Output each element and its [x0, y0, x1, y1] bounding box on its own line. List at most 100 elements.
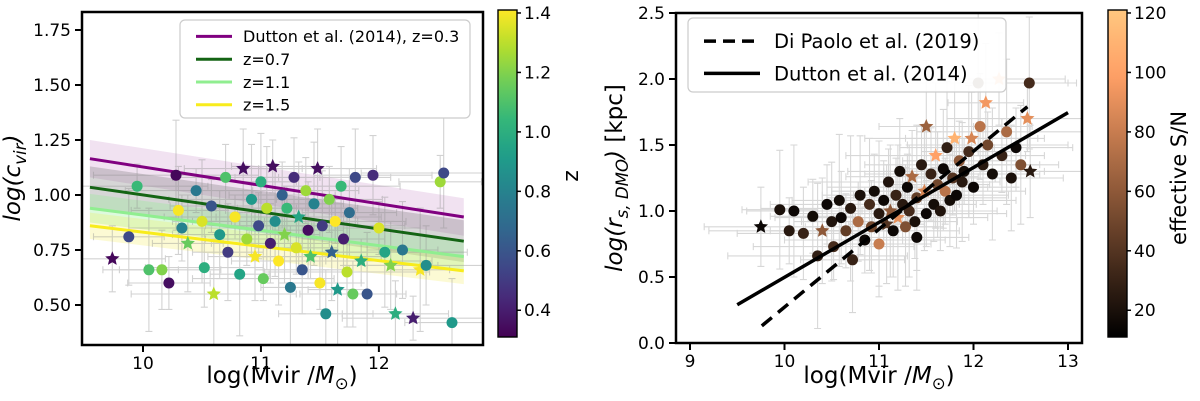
colorbar-tick-label: 40 — [1134, 242, 1156, 262]
circle-marker — [176, 222, 188, 234]
circle-marker — [255, 176, 267, 188]
circle-marker — [349, 171, 361, 183]
colorbar-tick-label: 1.4 — [524, 4, 551, 24]
circle-marker — [269, 215, 281, 227]
colorbar-label: z — [559, 170, 584, 182]
circle-marker — [807, 210, 819, 222]
legend-label: Di Paolo et al. (2019) — [774, 30, 979, 53]
y-tick-label: 1.25 — [33, 131, 71, 151]
star-marker — [947, 130, 962, 145]
circle-marker — [343, 207, 355, 219]
circle-marker — [911, 231, 923, 243]
circle-marker — [205, 200, 217, 212]
circle-marker — [335, 180, 347, 192]
colorbar-tick-label: 80 — [1134, 123, 1156, 143]
trend-line — [760, 105, 1029, 328]
circle-marker — [276, 189, 288, 201]
trend-line — [89, 157, 465, 219]
star-marker — [928, 148, 943, 162]
circle-marker — [361, 288, 373, 300]
trend-line — [89, 224, 464, 273]
circle-marker — [1005, 172, 1017, 184]
y-tick-label: 0.5 — [638, 268, 665, 288]
circle-marker — [920, 208, 932, 220]
circle-marker — [1023, 77, 1035, 89]
circle-marker — [854, 189, 866, 201]
star-marker — [236, 161, 251, 175]
circle-marker — [446, 317, 458, 329]
panel-right: 9 10 11 12 13 0.0 0.5 1.0 1.5 2.0 2.5 log(Mvir /M⊙)… — [602, 4, 1191, 393]
x-tick-label: 12 — [963, 352, 985, 372]
circle-marker — [246, 193, 257, 205]
circle-marker — [894, 165, 906, 177]
circle-marker — [234, 268, 246, 280]
circle-marker — [1015, 159, 1027, 171]
colorbar-tick-label: 1.2 — [524, 63, 551, 83]
star-marker — [890, 210, 905, 224]
star-marker — [383, 257, 398, 272]
colorbar-copper: 20 40 60 80 100 120 effective S/N — [1107, 4, 1191, 338]
star-marker — [919, 119, 934, 133]
circle-marker — [273, 255, 285, 267]
axis-ticks: 9 10 11 12 13 0.0 0.5 1.0 1.5 2.0 2.5 — [638, 4, 1079, 372]
circle-marker — [916, 159, 927, 171]
y-tick-label: 1.50 — [33, 76, 71, 96]
colorbar-label: effective S/N — [1167, 111, 1191, 245]
scatter-points — [105, 158, 458, 329]
circle-marker — [296, 264, 308, 276]
star-marker — [265, 158, 280, 173]
circle-marker — [956, 176, 968, 188]
x-tick-label: 11 — [868, 352, 890, 372]
y-tick-label: 2.0 — [638, 70, 665, 90]
star-marker — [180, 235, 195, 250]
circle-marker — [241, 233, 253, 245]
colorbar-tick-label: 0.6 — [524, 242, 551, 262]
circle-marker — [261, 202, 273, 214]
circle-marker — [123, 231, 135, 243]
circle-marker — [329, 215, 341, 227]
circle-marker — [367, 169, 379, 181]
plot-area — [82, 117, 483, 345]
legend: Di Paolo et al. (2019) Dutton et al. (201… — [687, 17, 1007, 93]
circle-marker — [873, 208, 885, 220]
x-tick-label: 10 — [132, 354, 154, 374]
y-tick-label: 1.00 — [33, 186, 71, 206]
circle-marker — [868, 185, 880, 197]
legend-label: Dutton et al. (2014), z=0.3 — [243, 27, 459, 46]
star-marker — [303, 249, 318, 263]
circle-marker — [835, 212, 847, 224]
circle-marker — [257, 273, 269, 285]
star-marker — [406, 310, 421, 325]
star-marker — [815, 223, 830, 237]
star-marker — [413, 262, 428, 276]
circle-marker — [900, 221, 911, 233]
legend-label: z=1.5 — [243, 96, 290, 115]
colorbar-viridis: 0.4 0.6 0.8 1.0 1.2 1.4 z — [497, 4, 584, 338]
legend: Dutton et al. (2014), z=0.3 z=0.7 z=1.1 z=1… — [179, 19, 471, 119]
y-axis-label: log(rs, DMO) [kpc] — [602, 84, 632, 272]
circle-marker — [434, 176, 446, 188]
circle-marker — [833, 194, 845, 206]
star-marker — [310, 161, 325, 175]
circle-marker — [974, 121, 986, 132]
star-marker — [964, 130, 979, 145]
circle-marker — [873, 238, 885, 250]
y-tick-label: 1.0 — [638, 202, 665, 222]
star-marker — [291, 209, 306, 224]
circle-marker — [845, 202, 857, 214]
circle-marker — [214, 229, 226, 241]
circle-marker — [951, 189, 962, 201]
circle-marker — [925, 168, 937, 180]
star-marker — [247, 249, 263, 263]
y-tick-label: 0.50 — [33, 296, 71, 316]
circle-marker — [939, 185, 951, 197]
circle-marker — [156, 264, 168, 276]
y-tick-label: 0.0 — [638, 334, 665, 354]
star-marker — [1023, 163, 1038, 178]
circle-marker — [302, 224, 314, 236]
x-tick-label: 9 — [685, 352, 696, 372]
y-axis-label: log(cvir) — [0, 135, 30, 222]
circle-marker — [220, 171, 232, 183]
axes-frame — [80, 10, 485, 347]
